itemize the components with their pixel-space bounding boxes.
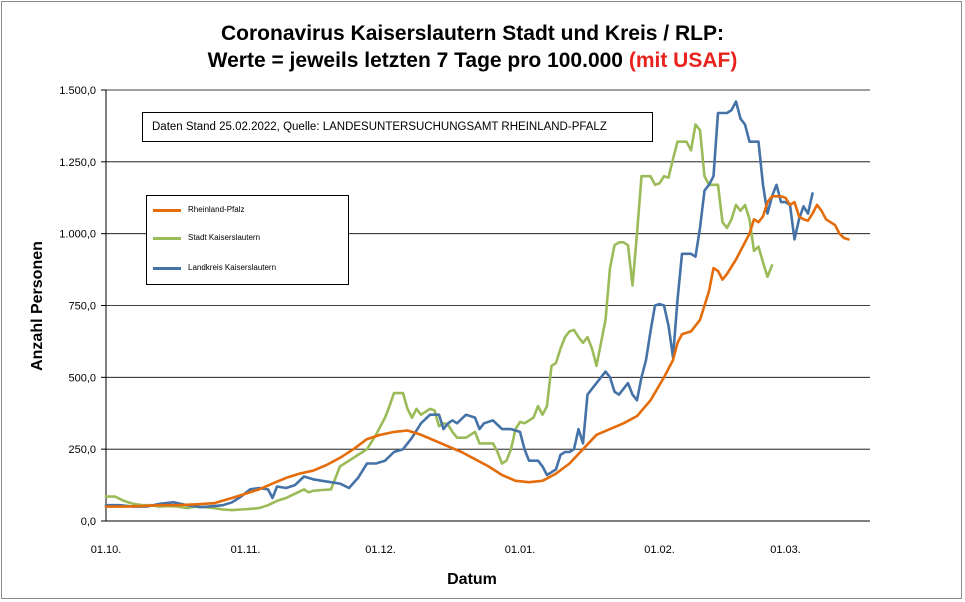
- x-tick-label: 01.12.: [365, 544, 396, 556]
- y-tick-label: 1.250,0: [59, 157, 96, 169]
- y-tick-label: 750,0: [68, 301, 96, 313]
- axes: [101, 89, 870, 522]
- legend-swatch-stadt: [153, 237, 181, 240]
- x-tick-label: 01.02.: [644, 544, 675, 556]
- legend-swatch-landkreis: [153, 267, 181, 270]
- chart-title-highlight: (mit USAF): [628, 49, 738, 72]
- x-tick-label: 01.03.: [770, 544, 801, 556]
- series-line-1: [104, 123, 774, 512]
- y-tick-label: 1.500,0: [59, 85, 96, 97]
- chart-title-main: Werte = jeweils letzten 7 Tage pro 100.0…: [207, 49, 623, 72]
- x-tick-labels: 01.10. 01.11. 01.12. 01.01. 01.02. 01.03.: [91, 544, 801, 556]
- series-line-0: [104, 195, 850, 508]
- chart-title: Coronavirus Kaiserslautern Stadt und Kre…: [100, 20, 845, 74]
- series-lines: [104, 100, 850, 512]
- y-axis-title: Anzahl Personen: [29, 241, 46, 371]
- x-tick-label: 01.11.: [231, 544, 261, 556]
- y-tick-label: 0,0: [81, 516, 96, 528]
- legend-label-rlp: Rheinland-Pfalz: [188, 205, 245, 214]
- chart-title-line2: Werte = jeweils letzten 7 Tage pro 100.0…: [100, 47, 845, 74]
- y-tick-labels: 0,0 250,0 500,0 750,0 1.000,0 1.250,0 1.500,0: [59, 85, 96, 528]
- x-axis-title: Datum: [447, 571, 497, 588]
- y-tick-label: 1.000,0: [59, 229, 96, 241]
- x-tick-label: 01.01.: [505, 544, 536, 556]
- legend-label-landkreis: Landkreis Kaiserslautern: [188, 263, 277, 272]
- chart-title-line1: Coronavirus Kaiserslautern Stadt und Kre…: [221, 22, 724, 45]
- legend: Rheinland-Pfalz Stadt Kaiserslautern Lan…: [146, 195, 349, 285]
- x-tick-label: 01.10.: [91, 544, 122, 556]
- legend-swatch-rlp: [153, 209, 181, 212]
- legend-label-stadt: Stadt Kaiserslautern: [188, 233, 261, 242]
- y-tick-label: 500,0: [68, 372, 96, 384]
- source-note: Daten Stand 25.02.2022, Quelle: LANDESUN…: [142, 112, 653, 142]
- series-line-2: [104, 100, 814, 509]
- y-tick-label: 250,0: [68, 444, 96, 456]
